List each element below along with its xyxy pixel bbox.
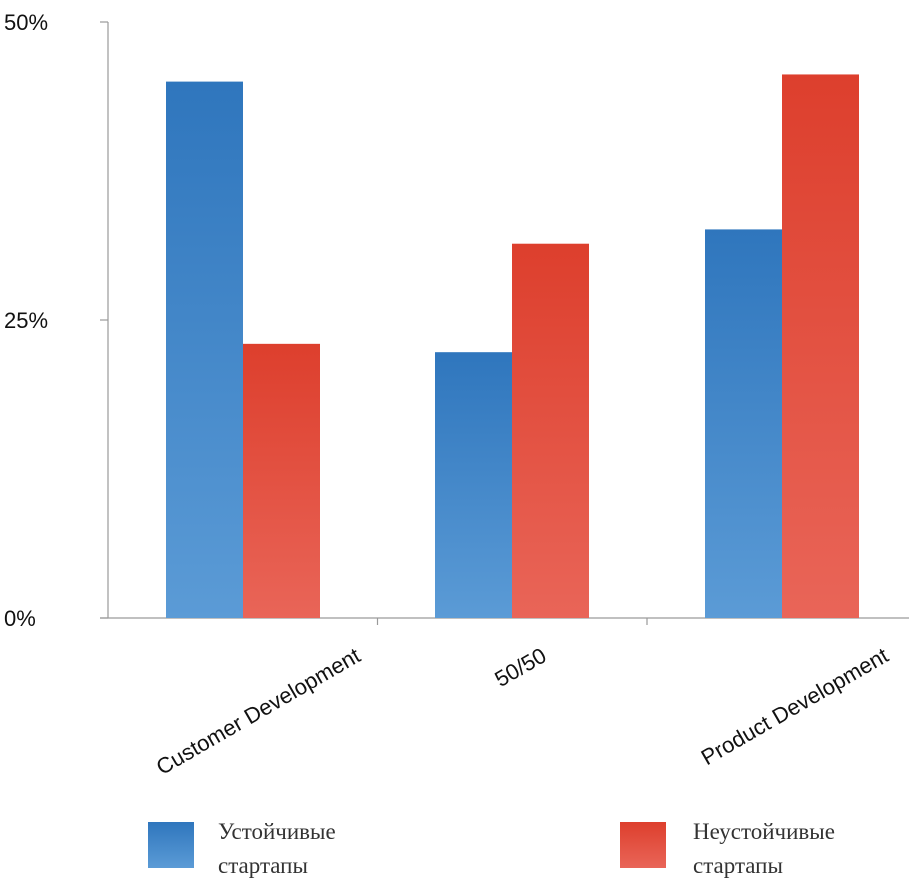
legend-swatch-sustainable — [148, 822, 194, 868]
legend-label: стартапы — [218, 853, 308, 878]
x-category-label: Customer Development — [152, 643, 365, 780]
bar-unsustainable-2 — [782, 74, 859, 618]
legend-label: Устойчивые — [218, 819, 336, 844]
y-tick-label: 0% — [4, 606, 36, 631]
legend: Устойчивые стартапы Неустойчивые стартапы — [148, 819, 835, 878]
y-tick-label: 50% — [4, 10, 48, 35]
bars — [166, 74, 859, 619]
legend-label: Неустойчивые — [693, 819, 835, 844]
x-category-label: Product Development — [697, 643, 893, 770]
x-category-label: 50/50 — [490, 643, 550, 692]
y-tick-label: 25% — [4, 308, 48, 333]
bar-sustainable-2 — [705, 229, 782, 618]
bar-sustainable-1 — [435, 352, 512, 618]
bar-unsustainable-1 — [512, 243, 589, 618]
bar-sustainable-0 — [166, 81, 243, 619]
legend-label: стартапы — [693, 853, 783, 878]
bar-unsustainable-0 — [243, 343, 320, 618]
legend-swatch-unsustainable — [620, 822, 666, 868]
